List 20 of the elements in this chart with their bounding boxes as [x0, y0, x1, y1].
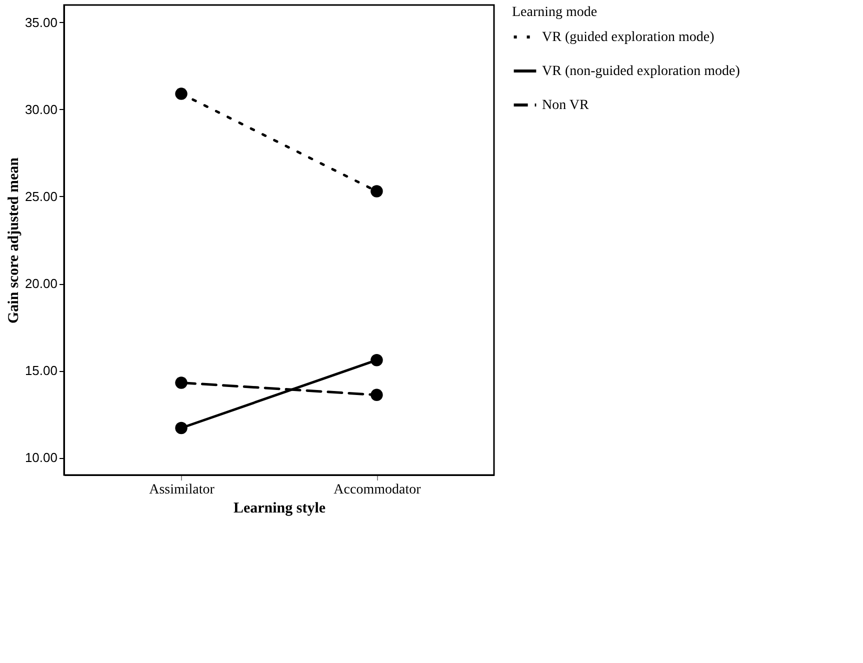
point — [175, 422, 188, 434]
y-tick-label: 10.00 — [24, 450, 58, 466]
point — [175, 88, 188, 100]
y-tick-label: 25.00 — [24, 188, 58, 204]
point — [370, 388, 383, 402]
point — [370, 185, 383, 198]
y-axis-title: Gain score adjusted mean — [6, 156, 22, 324]
legend-label: Non VR — [542, 98, 590, 113]
y-tick-label: 20.00 — [24, 276, 58, 292]
point — [175, 376, 188, 389]
y-tick-label: 35.00 — [24, 14, 58, 30]
y-tick-label: 30.00 — [24, 102, 58, 117]
x-tick-label: Accommodator — [334, 482, 422, 498]
x-tick-label: Assimilator — [149, 482, 215, 498]
y-tick-label: 15.00 — [24, 363, 58, 378]
point — [370, 354, 383, 366]
x-axis-title: Learning style — [233, 500, 326, 516]
legend-title: Learning mode — [512, 5, 598, 20]
legend-label: VR (non-guided exploration mode) — [542, 64, 740, 79]
legend-label: VR (guided exploration mode) — [542, 30, 715, 45]
